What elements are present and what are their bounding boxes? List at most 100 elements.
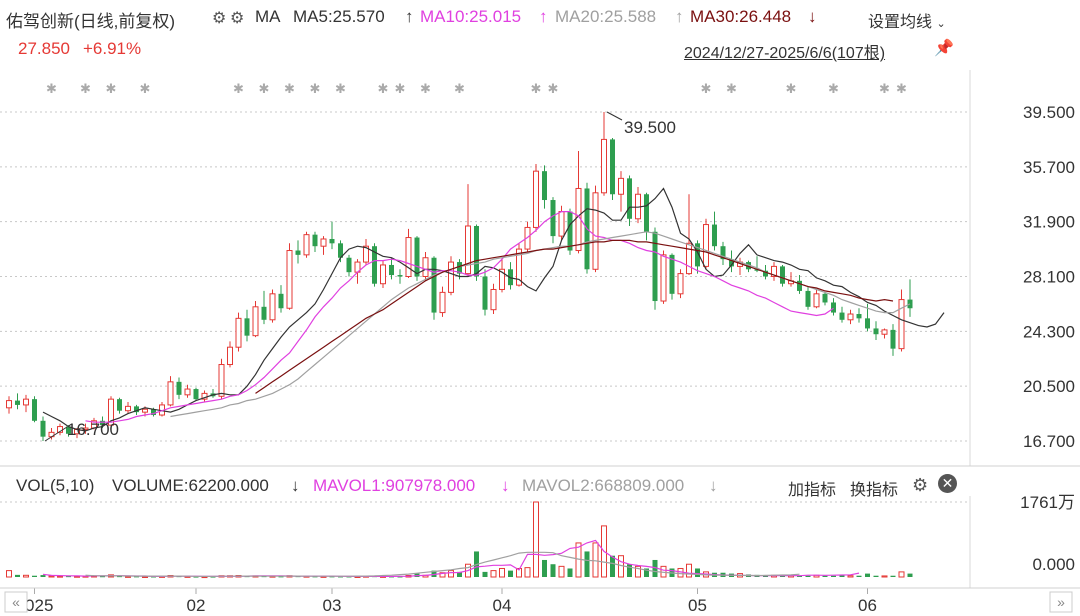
volume-bar xyxy=(542,559,547,577)
candle xyxy=(320,236,327,255)
candle xyxy=(601,112,607,196)
candle xyxy=(729,250,734,273)
candle-body xyxy=(627,178,632,219)
x-tick-label: 04 xyxy=(493,596,512,615)
candle-body xyxy=(822,293,828,303)
candle xyxy=(627,175,632,226)
ma-label[interactable]: MA xyxy=(255,7,281,26)
candle xyxy=(890,324,896,356)
candle xyxy=(669,253,675,300)
candle xyxy=(159,402,165,417)
candle-body xyxy=(797,280,802,291)
candle xyxy=(32,396,37,423)
candle xyxy=(482,269,488,316)
settings-gear-icon[interactable]: ⚙ xyxy=(212,10,227,27)
volume-ma-mavol2 xyxy=(85,551,800,578)
event-marker-icon: ✱ xyxy=(106,81,117,96)
add-indicator-button[interactable]: 加指标 xyxy=(788,482,837,499)
indicator-settings-gear-icon[interactable]: ⚙ xyxy=(912,475,929,495)
volume-bar xyxy=(610,555,615,577)
y-tick-label: 28.100 xyxy=(1023,268,1075,287)
volume-bars xyxy=(6,501,913,579)
event-marker-icon: ✱ xyxy=(879,81,890,96)
candle-body xyxy=(372,246,377,284)
candle xyxy=(346,254,352,277)
gear-small-icon[interactable]: ⚙ xyxy=(230,10,245,27)
candle-body xyxy=(405,237,412,277)
candle xyxy=(720,241,726,265)
mavol1-arrow-icon: ↓ xyxy=(501,476,510,495)
volume-bar xyxy=(210,576,216,578)
candle-body xyxy=(644,194,649,232)
volume-bar xyxy=(117,576,122,578)
candle xyxy=(550,197,556,244)
volume-bar xyxy=(524,567,531,578)
candle xyxy=(737,257,743,276)
candle xyxy=(329,221,335,250)
volume-bar xyxy=(329,576,335,578)
switch-indicator-button[interactable]: 换指标 xyxy=(850,482,899,499)
volume-bar xyxy=(592,542,599,578)
candle xyxy=(176,377,182,400)
candle-body xyxy=(873,328,879,335)
low-pointer xyxy=(44,426,68,442)
candle xyxy=(184,384,191,398)
event-marker-icon: ✱ xyxy=(828,81,839,96)
volume-bar xyxy=(898,571,905,578)
candle-body xyxy=(754,269,760,271)
candle-body xyxy=(295,250,301,255)
candle xyxy=(813,289,820,309)
candle xyxy=(431,256,437,320)
ma-lines xyxy=(42,187,945,432)
event-marker-icon: ✱ xyxy=(548,81,559,96)
date-range[interactable]: 2024/12/27-2025/6/6(107根) xyxy=(684,45,886,62)
candle xyxy=(558,205,565,241)
candle-body xyxy=(184,388,191,396)
candle-body xyxy=(218,364,225,397)
candle-body xyxy=(592,192,599,270)
candle-body xyxy=(380,264,386,285)
candle-body xyxy=(338,243,343,258)
candle-body xyxy=(151,409,156,416)
candle xyxy=(490,283,497,315)
pin-icon[interactable]: 📌 xyxy=(934,40,954,57)
candle-body xyxy=(66,426,71,434)
candle xyxy=(363,238,369,265)
candle xyxy=(873,321,879,340)
ma10-value: MA10:25.015 xyxy=(420,7,522,26)
candle xyxy=(397,269,403,284)
candle-body xyxy=(686,242,692,275)
candle-body xyxy=(831,302,836,313)
candle xyxy=(117,397,122,414)
volume-bar xyxy=(865,573,870,577)
candle xyxy=(303,231,310,258)
candle-body xyxy=(142,408,148,413)
candle-body xyxy=(32,399,37,421)
candle-body xyxy=(856,314,862,319)
y-tick-label: 35.700 xyxy=(1023,158,1075,177)
candle xyxy=(847,309,854,325)
volume-bar xyxy=(66,576,71,578)
event-marker-icon: ✱ xyxy=(233,81,244,96)
y-tick-label: 39.500 xyxy=(1023,103,1075,122)
candle xyxy=(660,250,667,304)
candle xyxy=(261,290,267,325)
candle-body xyxy=(524,226,531,250)
candle-body xyxy=(695,243,700,267)
volume-bar xyxy=(652,559,658,577)
candle-body xyxy=(618,177,624,195)
volume-bar xyxy=(686,563,692,578)
x-tick-label: 02 xyxy=(187,596,206,615)
event-marker-icon: ✱ xyxy=(140,81,151,96)
scroll-right-button xyxy=(1049,591,1073,613)
volume-bar xyxy=(508,570,513,577)
event-marker-icon: ✱ xyxy=(701,81,712,96)
candle xyxy=(244,309,250,342)
ma-settings-button[interactable]: 设置均线 ⌄ xyxy=(868,8,946,32)
candle-body xyxy=(422,257,429,278)
mavol2-arrow-icon: ↓ xyxy=(709,476,718,495)
close-icon[interactable]: ✕ xyxy=(938,474,957,493)
candle xyxy=(439,286,446,317)
candle xyxy=(907,279,913,317)
